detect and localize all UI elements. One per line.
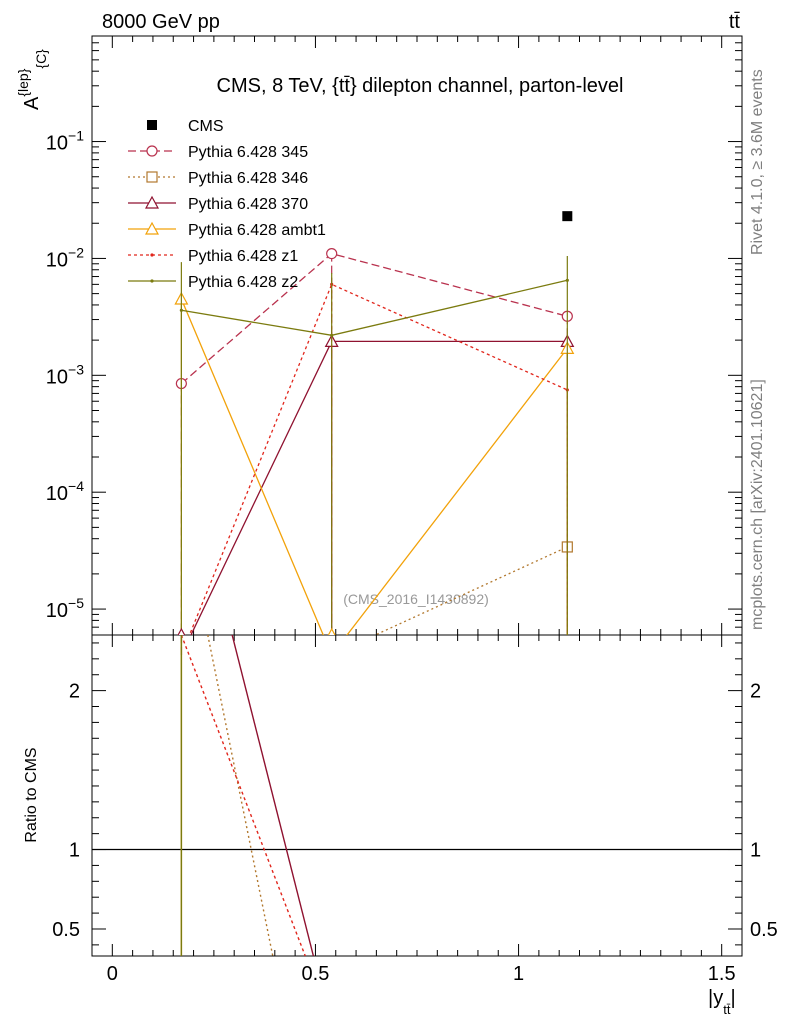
legend-entry: CMS bbox=[147, 118, 224, 135]
cms-data-point bbox=[562, 211, 573, 222]
legend-label: Pythia 6.428 ambt1 bbox=[188, 222, 326, 239]
legend-entry: Pythia 6.428 346 bbox=[128, 170, 308, 187]
ratio-tick-label: 2 bbox=[750, 681, 761, 703]
series-line bbox=[188, 283, 568, 635]
legend-entry: Pythia 6.428 345 bbox=[128, 144, 308, 161]
data-point bbox=[326, 247, 338, 260]
legend-label: CMS bbox=[188, 118, 224, 135]
process-label: tt̄ bbox=[729, 11, 741, 33]
svg-text:A{lep}{C}: A{lep}{C} bbox=[15, 49, 49, 110]
ratio-tick-label: 0.5 bbox=[750, 919, 778, 941]
legend-label: Pythia 6.428 z2 bbox=[188, 274, 298, 291]
legend-marker bbox=[144, 221, 160, 235]
data-point bbox=[330, 333, 334, 337]
svg-text:|ytt̄|: |ytt̄| bbox=[708, 987, 736, 1017]
data-point bbox=[177, 627, 186, 635]
ratio-line bbox=[207, 635, 274, 956]
ratio-tick-label: 1 bbox=[750, 840, 761, 862]
data-point bbox=[565, 278, 569, 282]
mcplots-label: mcplots.cern.ch [arXiv:2401.10621] bbox=[749, 379, 766, 630]
x-tick-label: 1.5 bbox=[708, 963, 736, 985]
legend-entry: Pythia 6.428 z1 bbox=[128, 248, 298, 265]
ratio-line bbox=[180, 635, 306, 956]
legend-marker bbox=[150, 253, 154, 257]
legend-marker bbox=[146, 171, 158, 183]
ratio-tick-label: 2 bbox=[69, 681, 80, 703]
legend-entry: Pythia 6.428 370 bbox=[128, 195, 308, 213]
ratio-tick-label: 1 bbox=[69, 840, 80, 862]
plot-title: CMS, 8 TeV, {tt̄} dilepton channel, part… bbox=[217, 75, 624, 97]
beam-label: 8000 GeV pp bbox=[102, 11, 220, 33]
legend-entry: Pythia 6.428 z2 bbox=[128, 274, 298, 291]
data-point bbox=[179, 308, 183, 312]
watermark: (CMS_2016_I1430892) bbox=[343, 591, 489, 607]
x-tick-label: 0 bbox=[107, 963, 118, 985]
legend-marker bbox=[150, 279, 154, 283]
legend-label: Pythia 6.428 370 bbox=[188, 196, 308, 213]
rivet-version-label: Rivet 4.1.0, ≥ 3.6M events bbox=[749, 69, 766, 255]
legend-marker bbox=[144, 195, 160, 209]
x-tick-label: 0.5 bbox=[302, 963, 330, 985]
ratio-frame bbox=[91, 634, 743, 957]
ratio-line bbox=[231, 635, 315, 956]
legend-label: Pythia 6.428 z1 bbox=[188, 248, 298, 265]
x-tick-label: 1 bbox=[513, 963, 524, 985]
data-point bbox=[327, 627, 336, 635]
y-tick-label: 10−2 bbox=[46, 244, 84, 271]
legend-label: Pythia 6.428 346 bbox=[188, 170, 308, 187]
legend-marker bbox=[147, 120, 157, 130]
y-axis-title: A{lep}{C} bbox=[15, 49, 49, 110]
legend-label: Pythia 6.428 345 bbox=[188, 144, 308, 161]
x-axis-title: |ytt̄| bbox=[708, 987, 736, 1017]
ratio-tick-label: 0.5 bbox=[52, 919, 80, 941]
series-line bbox=[190, 340, 568, 635]
y-tick-label: 10−3 bbox=[46, 361, 84, 388]
series-line bbox=[180, 298, 568, 635]
y-tick-label: 10−4 bbox=[46, 478, 84, 505]
y-tick-label: 10−5 bbox=[46, 595, 84, 622]
y-tick-label: 10−1 bbox=[46, 128, 84, 155]
legend-marker bbox=[146, 145, 158, 157]
ratio-y-axis-title: Ratio to CMS bbox=[23, 747, 40, 842]
legend-entry: Pythia 6.428 ambt1 bbox=[128, 221, 326, 239]
